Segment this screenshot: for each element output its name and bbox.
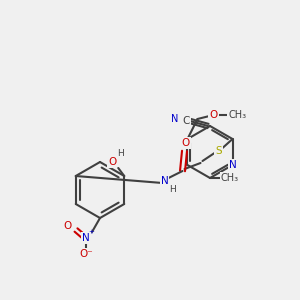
- Text: N: N: [82, 233, 90, 243]
- Text: O: O: [64, 221, 72, 231]
- Text: H: H: [169, 185, 176, 194]
- Text: N: N: [171, 114, 179, 124]
- Text: N: N: [229, 160, 236, 170]
- Text: CH₃: CH₃: [228, 110, 247, 120]
- Text: H: H: [117, 149, 124, 158]
- Text: N: N: [160, 176, 168, 186]
- Text: +: +: [88, 229, 94, 235]
- Text: S: S: [215, 146, 222, 156]
- Text: O: O: [182, 138, 190, 148]
- Text: O: O: [108, 157, 116, 167]
- Text: CH₃: CH₃: [221, 173, 239, 183]
- Text: O⁻: O⁻: [79, 249, 93, 259]
- Text: O: O: [209, 110, 217, 120]
- Text: C: C: [182, 116, 190, 126]
